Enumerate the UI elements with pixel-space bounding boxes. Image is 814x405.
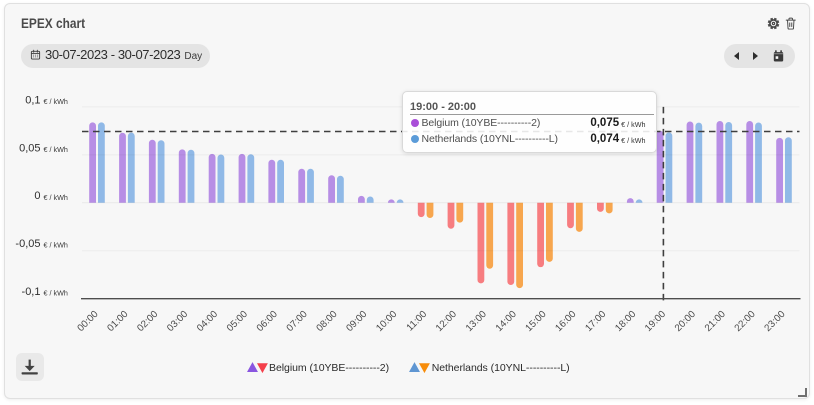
svg-text:22:00: 22:00 <box>733 308 759 334</box>
svg-text:-0,1: -0,1 <box>22 286 41 298</box>
svg-text:09:00: 09:00 <box>344 308 370 334</box>
svg-text:€ / kWh: € / kWh <box>44 145 68 154</box>
svg-text:00:00: 00:00 <box>75 308 101 334</box>
svg-text:03:00: 03:00 <box>165 308 191 334</box>
svg-text:04:00: 04:00 <box>195 308 221 334</box>
svg-text:01:00: 01:00 <box>105 308 131 334</box>
svg-text:0,1: 0,1 <box>25 95 40 107</box>
svg-text:10:00: 10:00 <box>374 308 400 334</box>
svg-text:20:00: 20:00 <box>673 308 699 334</box>
svg-text:-0,05: -0,05 <box>15 238 40 250</box>
svg-text:15:00: 15:00 <box>523 308 549 334</box>
svg-text:€ / kWh: € / kWh <box>44 97 68 106</box>
svg-text:06:00: 06:00 <box>255 308 281 334</box>
svg-text:€ / kWh: € / kWh <box>44 193 68 202</box>
svg-text:€ / kWh: € / kWh <box>44 289 68 298</box>
svg-text:13:00: 13:00 <box>464 308 490 334</box>
svg-text:11:00: 11:00 <box>405 308 430 333</box>
svg-text:0,05: 0,05 <box>19 142 40 154</box>
svg-text:0: 0 <box>34 190 40 202</box>
svg-text:07:00: 07:00 <box>285 308 311 334</box>
svg-text:21:00: 21:00 <box>703 308 729 334</box>
svg-text:17:00: 17:00 <box>583 308 609 334</box>
svg-text:18:00: 18:00 <box>613 308 639 334</box>
svg-text:16:00: 16:00 <box>553 308 579 334</box>
svg-text:14:00: 14:00 <box>494 308 520 334</box>
svg-text:12:00: 12:00 <box>434 308 460 334</box>
svg-text:23:00: 23:00 <box>762 308 788 334</box>
svg-text:08:00: 08:00 <box>314 308 340 334</box>
svg-text:05:00: 05:00 <box>225 308 251 334</box>
svg-text:€ / kWh: € / kWh <box>44 241 68 250</box>
svg-text:19:00: 19:00 <box>643 308 669 334</box>
svg-text:02:00: 02:00 <box>135 308 161 334</box>
